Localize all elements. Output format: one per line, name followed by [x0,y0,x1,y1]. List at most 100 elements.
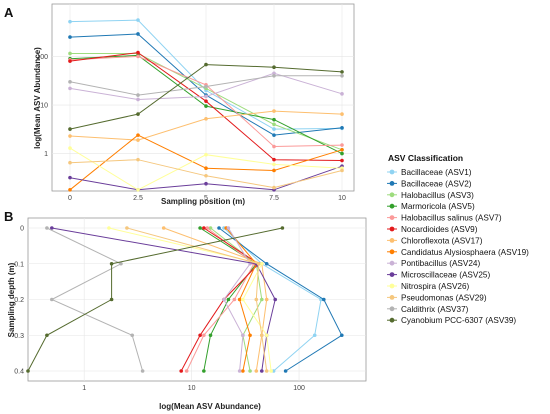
panel-b-point-pseudomonas-asv29 [254,297,259,302]
panel-b-point-bacillaceae-asv2 [217,226,221,230]
panel-b-point-marmoricola-asv5 [208,333,213,338]
legend-key-marker [389,226,395,232]
legend-entry-caldithrix-asv37: Caldithrix (ASV37) [387,305,469,314]
legend-label: Nitrospira (ASV26) [401,282,470,291]
panel-b-point-halobacillus-asv3 [208,226,213,230]
panel-b-point-microscillaceae-asv25 [50,226,54,230]
panel-b-point-nitrospira-asv26 [241,297,245,302]
panel-a-frame [51,3,355,192]
panel-b-point-halobacillus-salinus-asv7 [232,297,237,302]
panel-a-point-candidatus-alysiosphaera-asv19 [68,187,72,192]
panel-a-x-tick-label: 7.5 [269,195,279,202]
panel-b-y-tick-label: 0.4 [14,369,24,376]
legend-key-marker [389,306,395,312]
legend-entry-candidatus-alysiosphaera-asv19: Candidatus Alysiosphaera (ASV19) [387,248,529,257]
panel-a-x-axis-title: Sampling position (m) [161,197,245,206]
panel-a-point-pseudomonas-asv29 [204,173,208,178]
panel-b-point-bacillaceae-asv2 [264,261,269,266]
panel-a-letter: A [4,5,14,20]
legend-key-marker [389,203,395,209]
panel-a-point-pseudomonas-asv29 [68,160,72,165]
panel-b-point-cyanobium-pcc-6307-asv39 [26,369,30,373]
panel-a-y-tick-label: 1 [44,151,48,158]
legend-label: Pseudomonas (ASV29) [401,293,487,302]
panel-b-point-candidatus-alysiosphaera-asv19 [237,297,242,302]
panel-a-point-marmoricola-asv5 [272,117,276,122]
panel-b-point-marmoricola-asv5 [202,369,206,373]
legend-key-marker [389,238,395,243]
panel-b-point-microscillaceae-asv25 [259,369,264,373]
panel-a-x-tick-label: 10 [338,195,346,202]
panel-b-point-nitrospira-asv26 [264,333,269,338]
panel-b-point-bacillaceae-asv1 [271,369,276,373]
panel-b-point-pontibacillus-asv24 [222,297,226,302]
panel-a-x-tick-label: 0 [68,195,72,202]
panel-b-point-bacillaceae-asv1 [312,333,317,338]
panel-b-y-axis-title: Sampling depth (m) [7,262,16,337]
legend-title: ASV Classification [388,153,463,163]
panel-a-point-microscillaceae-asv25 [204,181,208,186]
panel-a-point-halobacillus-asv3 [272,122,276,127]
panel-b-point-pseudomonas-asv29 [256,261,261,266]
panel-b-letter: B [4,209,13,224]
panel-a-point-microscillaceae-asv25 [68,175,72,180]
panel-a-grid [52,4,354,191]
panel-a-point-cyanobium-pcc-6307-asv39 [340,70,344,74]
panel-a-point-nocardioides-asv9 [272,157,276,162]
legend-entry-bacillaceae-asv1: Bacillaceae (ASV1) [387,168,472,177]
panel-a-point-nocardioides-asv9 [340,158,344,163]
panel-a-point-nitrospira-asv26 [204,152,208,157]
panel-a-point-pontibacillus-asv24 [136,97,140,102]
panel-a-point-bacillaceae-asv2 [340,125,344,130]
panel-b-point-pseudomonas-asv29 [264,369,269,373]
panel-a-point-candidatus-alysiosphaera-asv19 [340,147,344,152]
panel-a-x-ticks: 0 2.5 5 7.5 10 [68,195,346,202]
legend-entry-pseudomonas-asv29: Pseudomonas (ASV29) [387,293,487,302]
panel-a-point-pontibacillus-asv24 [204,94,208,99]
panel-a-point-pseudomonas-asv29 [136,157,140,162]
panel-b-point-marmoricola-asv5 [198,226,202,230]
legend-entries: Bacillaceae (ASV1) Bacillaceae (ASV2) Halo… [387,168,529,325]
panel-b-y-tick-label: 0.3 [14,333,24,340]
panel-a-point-bacillaceae-asv1 [136,18,140,22]
legend-entry-microscillaceae-asv25: Microscillaceae (ASV25) [387,271,490,280]
panel-a-x-tick-label: 5 [204,195,208,202]
panel-a-y-ticks: 1 10 100 [36,54,48,158]
legend-label: Bacillaceae (ASV1) [401,168,472,177]
panel-b-point-pseudomonas-asv29 [259,333,264,338]
panel-a-point-pseudomonas-asv29 [340,168,344,173]
panel-b-x-axis-title: log(Mean ASV Abundance) [159,402,261,411]
legend-key-marker [389,272,395,277]
panel-b-grid [28,218,366,381]
panel-b-point-nitrospira-asv26 [259,261,264,266]
legend-entry-nocardioides-asv9: Nocardioides (ASV9) [387,225,478,234]
panel-a-plot: 0 2.5 5 7.5 10 1 10 100 [36,3,355,202]
legend: ASV Classification Bacillaceae (ASV1)Bac… [387,153,529,325]
panel-a-x-tick-label: 2.5 [133,195,143,202]
panel-b-point-caldithrix-asv37 [50,297,54,302]
panel-a-y-axis-title: log(Mean ASV Abundance) [33,47,42,149]
panel-a-point-candidatus-alysiosphaera-asv19 [204,166,208,171]
panel-a-point-nitrospira-asv26 [272,162,276,167]
panel-b-x-tick-label: 100 [293,385,305,392]
panel-a-point-caldithrix-asv37 [204,84,208,89]
panel-a-point-cyanobium-pcc-6307-asv39 [204,62,208,67]
legend-key-marker [389,169,395,175]
legend-label: Cyanobium PCC-6307 (ASV39) [401,316,516,325]
panel-a-point-chloroflexota-asv17 [272,109,276,113]
panel-b-point-nocardioides-asv9 [198,333,202,338]
panel-b-point-pseudomonas-asv29 [125,226,129,230]
panel-a-point-bacillaceae-asv2 [68,35,72,39]
panel-b-y-tick-label: 0.1 [14,261,24,268]
panel-b-point-marmoricola-asv5 [226,297,231,302]
panel-b-point-caldithrix-asv37 [45,226,49,230]
panel-b-point-nocardioides-asv9 [202,226,206,230]
panel-b-point-microscillaceae-asv25 [273,297,278,302]
legend-key-marker [389,317,395,323]
legend-key-marker [389,260,395,266]
legend-label: Nocardioides (ASV9) [401,225,478,234]
panel-a-series [68,18,344,192]
panel-a-point-nocardioides-asv9 [136,50,140,55]
panel-a-point-cyanobium-pcc-6307-asv39 [68,127,72,131]
